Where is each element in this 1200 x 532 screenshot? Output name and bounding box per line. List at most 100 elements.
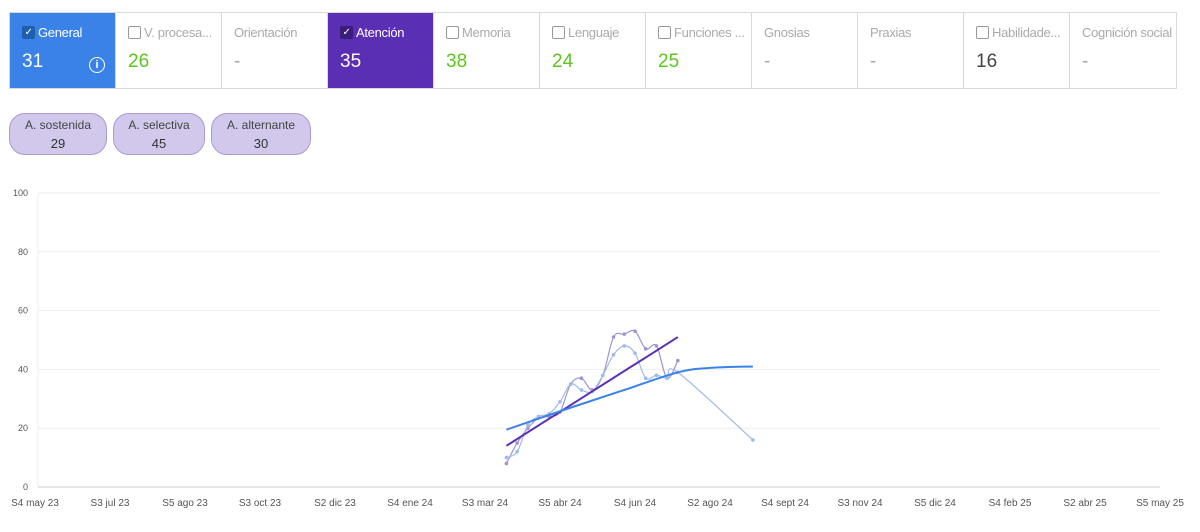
tab-label-row: ✓ Atención [340,25,433,40]
subscore-value: 30 [253,136,269,151]
tab-score: - [1082,51,1089,72]
x-tick-label: S3 nov 24 [837,498,882,509]
tab-label-row: Gnosias [764,25,857,40]
info-icon[interactable]: i [89,57,105,73]
tab-score: 31 [22,51,44,72]
checkbox-icon[interactable] [446,26,459,39]
y-tick-label: 40 [18,364,28,374]
x-tick-label: S2 abr 25 [1063,498,1107,509]
subscore-pill[interactable]: A. alternante 30 [211,113,311,155]
tab-label: Orientación [234,25,298,40]
x-tick-label: S2 ago 24 [687,498,733,509]
tab-label-row: Orientación [234,25,327,40]
subscore-pill[interactable]: A. selectiva 45 [113,113,205,155]
tab-label: Gnosias [764,25,810,40]
checkbox-icon[interactable] [552,26,565,39]
checkbox-icon[interactable] [976,26,989,39]
data-point [633,329,637,333]
series-line [505,329,679,464]
series-line [506,345,754,459]
tab-label: V. procesa... [144,25,212,40]
tab-label: Lenguaje [568,25,620,40]
data-point [643,376,648,381]
data-point [654,373,659,378]
data-point [558,399,562,404]
y-tick-label: 80 [18,247,28,257]
subscore-value: 45 [151,136,167,151]
tab-label-row: V. procesa... [128,25,221,40]
x-tick-label: S4 may 23 [11,498,59,509]
tab-score: 35 [340,51,362,72]
data-point [504,461,509,466]
x-tick-label: S2 dic 23 [314,498,356,509]
tab-funciones[interactable]: Funciones ... 25 [646,13,752,88]
trend-line [506,365,753,431]
x-tick-label: S3 oct 23 [239,498,282,509]
data-point [643,347,648,351]
tab-score: - [870,51,877,72]
data-point [515,441,519,445]
data-point [515,449,519,454]
tab-habilidade[interactable]: Habilidade... 16 [964,13,1070,88]
data-point [633,351,637,356]
checkbox-icon[interactable]: ✓ [340,26,353,39]
data-point [654,344,659,348]
tab-label-row: Lenguaje [552,25,645,40]
tab-cognición-social[interactable]: Cognición social - [1070,13,1176,88]
tab-label: General [38,25,83,40]
y-tick-label: 20 [18,423,28,433]
data-point [601,373,605,378]
tab-memoria[interactable]: Memoria 38 [434,13,540,88]
subscore-label: A. alternante [226,118,296,132]
data-point [622,344,627,348]
checkbox-icon[interactable] [128,26,141,39]
data-point [611,335,616,339]
tab-label: Memoria [462,25,511,40]
tab-score: - [234,51,241,72]
tab-label: Habilidade... [992,25,1061,40]
tab-label-row: Habilidade... [976,25,1069,40]
category-tabs: ✓ General 31 i V. procesa... 26 Orientación - ✓ A… [9,12,1177,89]
tab-praxias[interactable]: Praxias - [858,13,964,88]
tab-label-row: Cognición social [1082,25,1176,40]
tab-score: 38 [446,51,468,72]
subscore-pill[interactable]: A. sostenida 29 [9,113,107,155]
tab-label-row: ✓ General [22,25,115,40]
tab-atención[interactable]: ✓ Atención 35 [328,13,434,88]
data-point [611,352,616,357]
tab-score: - [764,51,771,72]
tab-label: Praxias [870,25,912,40]
tab-v-procesa[interactable]: V. procesa... 26 [116,13,222,88]
tab-label: Cognición social [1082,25,1172,40]
x-tick-label: S4 ene 24 [387,498,433,509]
tab-gnosias[interactable]: Gnosias - [752,13,858,88]
tab-lenguaje[interactable]: Lenguaje 24 [540,13,646,88]
data-point [526,423,530,428]
checkbox-icon[interactable] [658,26,671,39]
tab-label: Atención [356,25,405,40]
x-tick-label: S5 abr 24 [538,498,582,509]
tab-label-row: Praxias [870,25,963,40]
y-tick-label: 0 [23,482,28,492]
checkbox-icon[interactable]: ✓ [22,26,35,39]
x-tick-label: S4 jun 24 [614,498,657,509]
data-point [676,358,680,363]
tab-label: Funciones ... [674,25,745,40]
subscore-value: 29 [50,136,66,151]
trend-line [505,336,679,447]
data-point [579,388,584,392]
data-point [665,376,669,381]
y-tick-label: 60 [18,306,28,316]
x-tick-label: S5 may 25 [1136,498,1184,509]
data-point [504,455,509,460]
subscore-pills: A. sostenida 29 A. selectiva 45 A. alternant… [9,113,311,155]
x-tick-label: S5 ago 23 [162,498,208,509]
tab-score: 25 [658,51,680,72]
x-tick-label: S5 dic 24 [914,498,956,509]
tab-orientación[interactable]: Orientación - [222,13,328,88]
tab-general[interactable]: ✓ General 31 i [10,13,116,88]
x-tick-label: S3 jul 23 [91,498,130,509]
subscore-label: A. sostenida [24,118,92,132]
x-tick-label: S4 sept 24 [761,498,809,509]
data-point [568,382,573,386]
